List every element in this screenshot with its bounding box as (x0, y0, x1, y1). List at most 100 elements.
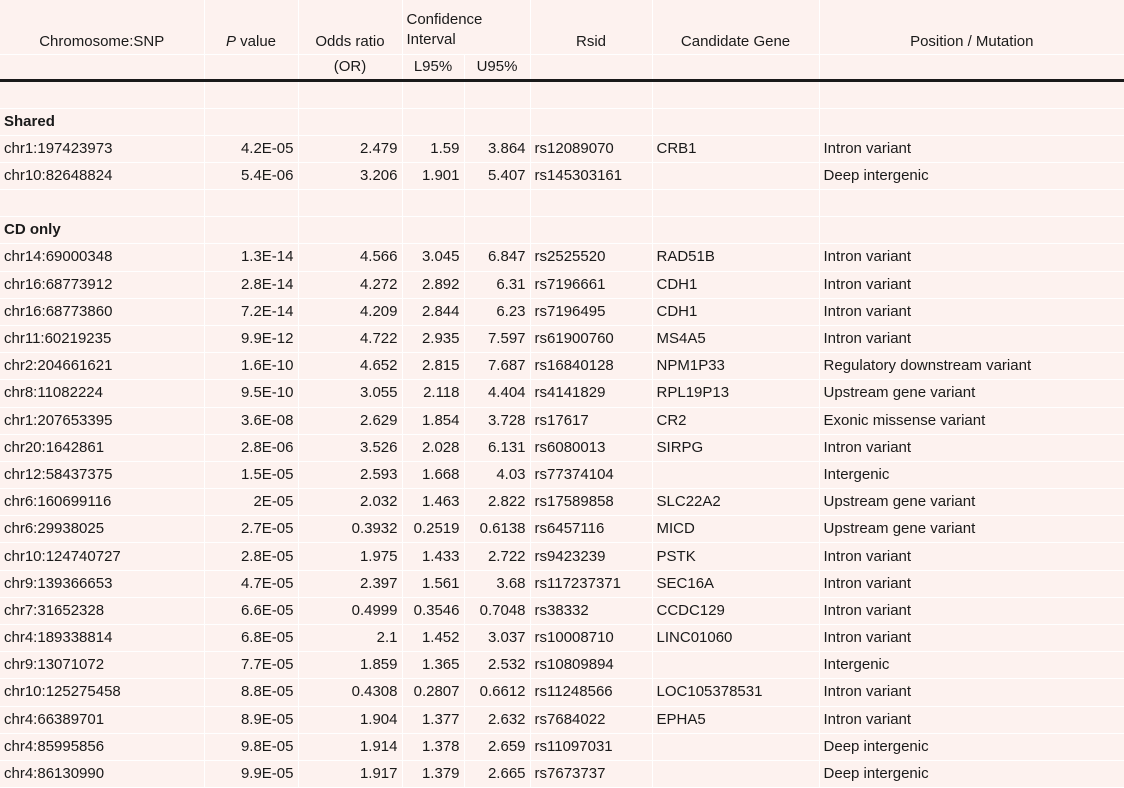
cell-rsid: rs11248566 (529, 678, 653, 707)
table-row: chr10:124740727 2.8E-05 1.975 1.433 2.722 rs9… (0, 542, 1124, 571)
cell-position-mutation: Deep intergenic (818, 760, 1124, 788)
cell-u95: 3.037 (463, 624, 531, 653)
cell-position-mutation: Intron variant (818, 325, 1124, 354)
empty-cell (529, 80, 653, 109)
empty-cell (203, 216, 298, 245)
cell-snp: chr4:189338814 (0, 624, 204, 653)
section-title: CD only (0, 216, 204, 245)
cell-u95: 0.6138 (463, 515, 531, 544)
cell-l95: 2.892 (401, 271, 464, 299)
cell-u95: 4.03 (463, 461, 531, 490)
cell-candidate-gene: LOC105378531 (651, 678, 820, 707)
cell-rsid: rs38332 (529, 597, 653, 626)
cell-position-mutation: Intron variant (818, 271, 1124, 299)
header-empty (0, 54, 204, 82)
cell-l95: 0.3546 (401, 597, 464, 626)
cell-odds-ratio: 2.032 (297, 488, 402, 517)
cell-l95: 1.901 (401, 162, 464, 191)
cell-rsid: rs10008710 (529, 624, 653, 653)
table-body: Shared chr1:197423973 4.2E-05 2.479 1.59 3.86… (0, 80, 1124, 788)
table-row: chr1:207653395 3.6E-08 2.629 1.854 3.728 rs17… (0, 407, 1124, 435)
cell-p-value: 6.8E-05 (203, 624, 298, 653)
cell-snp: chr11:60219235 (0, 325, 204, 354)
cell-p-value: 9.9E-12 (203, 325, 298, 354)
cell-u95: 2.632 (463, 706, 531, 734)
cell-candidate-gene: MS4A5 (651, 325, 820, 354)
header-chromosome-snp: Chromosome:SNP (0, 0, 204, 55)
table-row: chr2:204661621 1.6E-10 4.652 2.815 7.687 rs16… (0, 352, 1124, 381)
cell-p-value: 9.8E-05 (203, 733, 298, 761)
cell-candidate-gene: PSTK (651, 542, 820, 571)
empty-cell (651, 216, 820, 245)
cell-candidate-gene (651, 162, 820, 191)
cell-position-mutation: Upstream gene variant (818, 488, 1124, 517)
cell-snp: chr16:68773912 (0, 271, 204, 299)
empty-cell (203, 108, 298, 136)
cell-odds-ratio: 3.526 (297, 434, 402, 462)
cell-position-mutation: Intron variant (818, 542, 1124, 571)
header-p-value: P value (203, 0, 298, 55)
cell-u95: 6.847 (463, 243, 531, 272)
cell-rsid: rs7684022 (529, 706, 653, 734)
cell-snp: chr4:66389701 (0, 706, 204, 734)
cell-p-value: 2.7E-05 (203, 515, 298, 544)
cell-candidate-gene (651, 461, 820, 490)
header-p-italic: P (225, 33, 236, 50)
cell-position-mutation: Intron variant (818, 624, 1124, 653)
table-row: chr16:68773912 2.8E-14 4.272 2.892 6.31 rs719… (0, 271, 1124, 299)
cell-u95: 3.68 (463, 570, 531, 598)
empty-cell (529, 108, 653, 136)
cell-l95: 1.379 (401, 760, 464, 788)
cell-rsid: rs61900760 (529, 325, 653, 354)
cell-candidate-gene: CDH1 (651, 271, 820, 299)
cell-u95: 3.728 (463, 407, 531, 435)
cell-odds-ratio: 1.914 (297, 733, 402, 761)
cell-rsid: rs7673737 (529, 760, 653, 788)
cell-odds-ratio: 0.3932 (297, 515, 402, 544)
cell-candidate-gene: SLC22A2 (651, 488, 820, 517)
cell-candidate-gene: MICD (651, 515, 820, 544)
cell-l95: 0.2807 (401, 678, 464, 707)
cell-position-mutation: Deep intergenic (818, 733, 1124, 761)
cell-p-value: 7.2E-14 (203, 298, 298, 326)
cell-position-mutation: Intron variant (818, 706, 1124, 734)
cell-l95: 0.2519 (401, 515, 464, 544)
cell-rsid: rs6080013 (529, 434, 653, 462)
cell-snp: chr12:58437375 (0, 461, 204, 490)
cell-rsid: rs10809894 (529, 651, 653, 680)
cell-l95: 2.815 (401, 352, 464, 381)
empty-cell (463, 189, 531, 218)
header-candidate-gene: Candidate Gene (651, 0, 820, 55)
cell-snp: chr9:13071072 (0, 651, 204, 680)
empty-cell (0, 189, 204, 218)
cell-snp: chr7:31652328 (0, 597, 204, 626)
cell-odds-ratio: 4.566 (297, 243, 402, 272)
cell-position-mutation: Regulatory downstream variant (818, 352, 1124, 381)
cell-u95: 6.31 (463, 271, 531, 299)
cell-p-value: 5.4E-06 (203, 162, 298, 191)
cell-u95: 5.407 (463, 162, 531, 191)
section-title-row: Shared (0, 108, 1124, 136)
cell-odds-ratio: 4.272 (297, 271, 402, 299)
empty-cell (463, 216, 531, 245)
table-row: chr6:160699116 2E-05 2.032 1.463 2.822 rs1758… (0, 488, 1124, 517)
empty-cell (463, 108, 531, 136)
cell-rsid: rs11097031 (529, 733, 653, 761)
cell-l95: 1.59 (401, 135, 464, 164)
cell-snp: chr8:11082224 (0, 379, 204, 408)
cell-snp: chr6:160699116 (0, 488, 204, 517)
cell-snp: chr10:82648824 (0, 162, 204, 191)
cell-odds-ratio: 0.4999 (297, 597, 402, 626)
spacer-row (0, 189, 1124, 218)
empty-cell (401, 108, 464, 136)
cell-rsid: rs77374104 (529, 461, 653, 490)
cell-p-value: 2E-05 (203, 488, 298, 517)
empty-cell (818, 80, 1124, 109)
cell-l95: 1.378 (401, 733, 464, 761)
table-row: chr16:68773860 7.2E-14 4.209 2.844 6.23 rs719… (0, 298, 1124, 326)
cell-rsid: rs7196661 (529, 271, 653, 299)
cell-rsid: rs9423239 (529, 542, 653, 571)
table-row: chr1:197423973 4.2E-05 2.479 1.59 3.864 rs120… (0, 135, 1124, 164)
cell-odds-ratio: 1.904 (297, 706, 402, 734)
